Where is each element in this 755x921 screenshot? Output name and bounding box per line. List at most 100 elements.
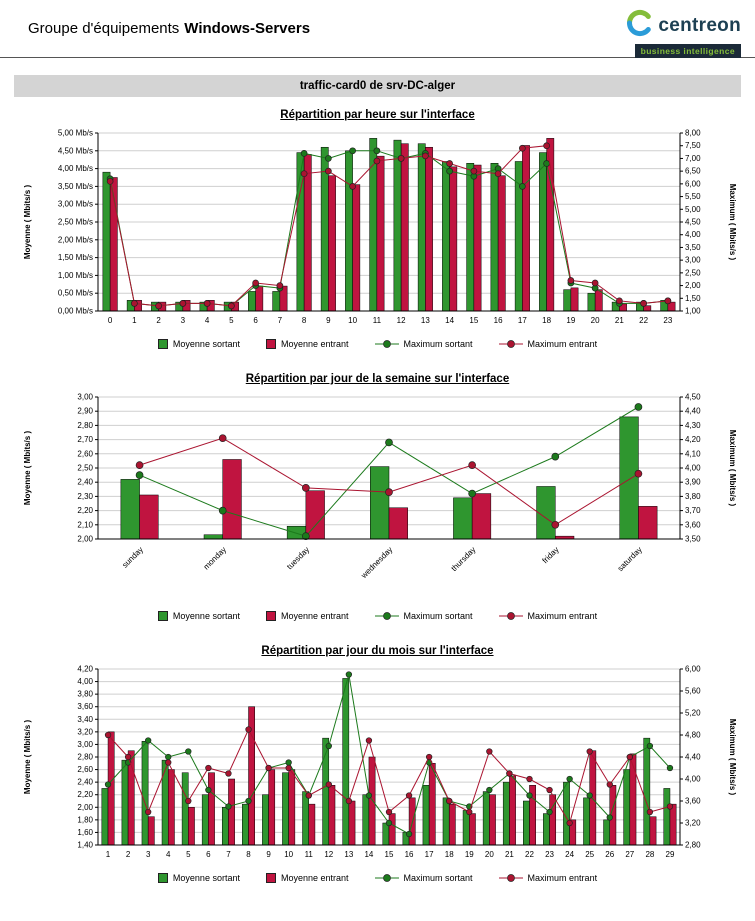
svg-text:4,20: 4,20 [685, 435, 701, 444]
svg-text:2,60: 2,60 [77, 449, 93, 458]
legend-label: Maximum entrant [527, 339, 598, 349]
svg-text:2,00: 2,00 [77, 535, 93, 544]
svg-text:Maximum ( Mbits/s ): Maximum ( Mbits/s ) [728, 719, 737, 796]
centreon-c-icon [625, 8, 655, 43]
svg-text:4: 4 [204, 316, 209, 325]
svg-text:2,40: 2,40 [77, 778, 93, 787]
svg-text:3,60: 3,60 [77, 702, 93, 711]
svg-text:17: 17 [517, 316, 526, 325]
svg-text:3,80: 3,80 [685, 492, 701, 501]
svg-text:9: 9 [266, 850, 271, 859]
svg-text:2,00 Mb/s: 2,00 Mb/s [57, 235, 92, 244]
svg-text:19: 19 [464, 850, 473, 859]
svg-text:1,80: 1,80 [77, 815, 93, 824]
svg-text:5: 5 [186, 850, 191, 859]
legend-item-line: Maximum sortant [374, 873, 473, 883]
svg-text:3,20: 3,20 [685, 819, 701, 828]
svg-text:4,00: 4,00 [685, 464, 701, 473]
svg-text:20: 20 [590, 316, 599, 325]
svg-text:sunday: sunday [120, 545, 145, 570]
legend-item-line: Maximum entrant [498, 611, 597, 621]
chart-title-weekday: Répartition par jour de la semaine sur l… [245, 373, 510, 385]
svg-text:2,70: 2,70 [77, 435, 93, 444]
legend-item-bar: Moyenne sortant [157, 611, 240, 621]
legend-swatch-icon [265, 339, 276, 349]
legend-item-bar: Moyenne sortant [157, 339, 240, 349]
svg-text:2,60: 2,60 [77, 765, 93, 774]
svg-text:7,50: 7,50 [685, 141, 701, 150]
svg-text:12: 12 [396, 316, 405, 325]
svg-text:4,00: 4,00 [685, 230, 701, 239]
svg-text:Moyenne ( Mbits/s ): Moyenne ( Mbits/s ) [23, 185, 32, 260]
legend-label: Moyenne entrant [280, 873, 349, 883]
svg-text:20: 20 [484, 850, 493, 859]
svg-text:tuesday: tuesday [285, 545, 311, 571]
svg-text:4,00: 4,00 [77, 677, 93, 686]
svg-text:29: 29 [665, 850, 674, 859]
legend-item-line: Maximum entrant [498, 873, 598, 883]
svg-text:saturday: saturday [615, 545, 643, 573]
svg-text:16: 16 [493, 316, 502, 325]
svg-text:10: 10 [284, 850, 293, 859]
svg-text:3,00: 3,00 [77, 740, 93, 749]
legend-label: Maximum sortant [403, 873, 473, 883]
svg-text:2: 2 [156, 316, 161, 325]
svg-text:1,00 Mb/s: 1,00 Mb/s [57, 271, 92, 280]
legend-label: Maximum entrant [527, 873, 598, 883]
logo-wordmark: centreon [658, 14, 741, 36]
svg-text:2,10: 2,10 [77, 520, 93, 529]
svg-text:3,00: 3,00 [77, 393, 93, 402]
svg-text:3,70: 3,70 [685, 506, 701, 515]
svg-text:6,00: 6,00 [685, 179, 701, 188]
svg-text:1,40: 1,40 [77, 841, 93, 850]
svg-text:1: 1 [105, 850, 110, 859]
svg-text:6,00: 6,00 [685, 665, 701, 674]
legend-label: Moyenne sortant [172, 873, 240, 883]
svg-text:Maximum ( Mbits/s ): Maximum ( Mbits/s ) [728, 184, 737, 261]
svg-text:4,80: 4,80 [685, 731, 701, 740]
svg-text:2,20: 2,20 [77, 790, 93, 799]
svg-text:24: 24 [565, 850, 574, 859]
svg-text:2: 2 [125, 850, 130, 859]
svg-text:3,20: 3,20 [77, 727, 93, 736]
legend-swatch-icon [265, 873, 276, 883]
svg-text:Moyenne ( Mbits/s ): Moyenne ( Mbits/s ) [23, 431, 32, 506]
legend-item-bar: Moyenne sortant [157, 873, 240, 883]
monthday-chart-legend: Moyenne sortant Moyenne entrant Maximum so… [0, 873, 755, 883]
chart-section-weekday: Répartition par jour de la semaine sur l… [0, 373, 755, 621]
svg-text:4,30: 4,30 [685, 421, 701, 430]
svg-text:0,00 Mb/s: 0,00 Mb/s [57, 307, 92, 316]
svg-text:wednesday: wednesday [358, 545, 394, 581]
centreon-logo: centreon business intelligence [625, 8, 741, 58]
svg-text:27: 27 [625, 850, 634, 859]
legend-swatch-icon [157, 339, 168, 349]
svg-text:21: 21 [504, 850, 513, 859]
svg-text:4,50: 4,50 [685, 393, 701, 402]
legend-item-line: Maximum sortant [374, 611, 473, 621]
svg-text:8: 8 [301, 316, 306, 325]
svg-text:Maximum ( Mbits/s ): Maximum ( Mbits/s ) [728, 430, 737, 507]
svg-text:2,00: 2,00 [77, 803, 93, 812]
svg-text:10: 10 [348, 316, 357, 325]
legend-line-marker-icon [498, 874, 523, 882]
svg-text:4,00 Mb/s: 4,00 Mb/s [57, 164, 92, 173]
legend-item-bar: Moyenne entrant [265, 873, 349, 883]
svg-text:6,50: 6,50 [685, 167, 701, 176]
svg-text:3: 3 [180, 316, 185, 325]
svg-text:7: 7 [277, 316, 282, 325]
svg-text:3: 3 [145, 850, 150, 859]
svg-text:thursday: thursday [449, 545, 477, 573]
legend-line-marker-icon [374, 340, 399, 348]
legend-swatch-icon [157, 873, 168, 883]
legend-item-bar: Moyenne entrant [265, 339, 349, 349]
svg-text:2,30: 2,30 [77, 492, 93, 501]
svg-text:3,00: 3,00 [685, 256, 701, 265]
svg-text:6: 6 [206, 850, 211, 859]
svg-text:13: 13 [344, 850, 353, 859]
svg-text:1,50: 1,50 [685, 294, 701, 303]
svg-text:25: 25 [585, 850, 594, 859]
svg-text:5: 5 [229, 316, 234, 325]
svg-text:15: 15 [469, 316, 478, 325]
svg-text:2,20: 2,20 [77, 506, 93, 515]
svg-text:2,80: 2,80 [77, 421, 93, 430]
